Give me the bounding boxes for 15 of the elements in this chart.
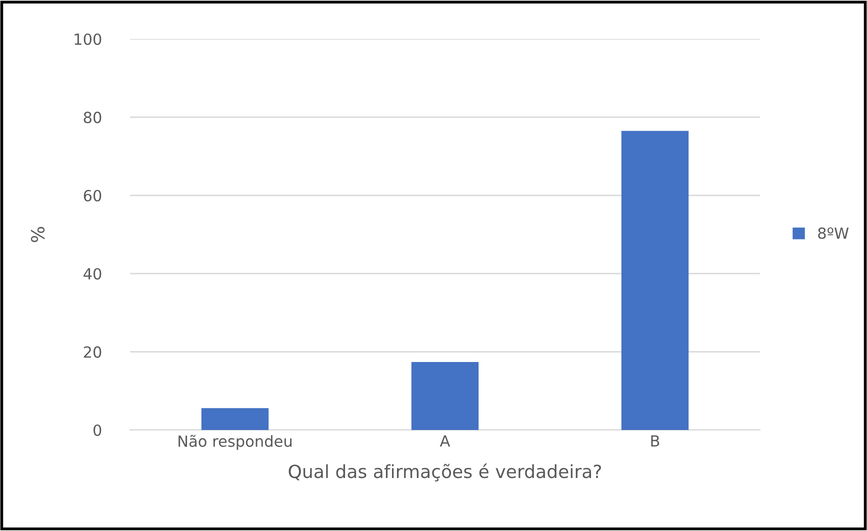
y-tick-label: 0 bbox=[94, 424, 102, 436]
y-tick-label: 20 bbox=[84, 346, 102, 358]
bar bbox=[201, 408, 269, 430]
y-tick-label: 80 bbox=[84, 112, 102, 124]
x-tick-label: B bbox=[651, 435, 660, 446]
bar bbox=[621, 130, 689, 430]
y-tick-label: 100 bbox=[74, 33, 102, 46]
legend-label: 8ºW bbox=[818, 227, 849, 239]
x-tick-label: A bbox=[440, 435, 450, 446]
y-tick-label: 40 bbox=[84, 268, 102, 280]
y-axis-title: % bbox=[30, 226, 45, 242]
x-tick-label: Não respondeu bbox=[178, 434, 292, 450]
y-tick-label: 60 bbox=[84, 190, 102, 202]
x-axis-title: Qual das afirmações é verdadeira? bbox=[288, 464, 601, 482]
bar bbox=[411, 362, 479, 430]
